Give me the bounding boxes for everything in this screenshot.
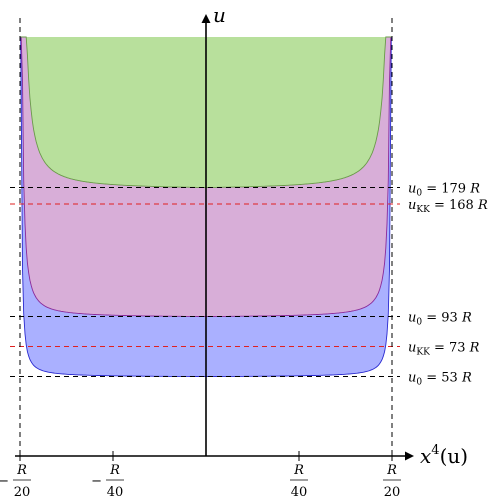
x-tick-neg-40-label: R 40− — [91, 463, 124, 500]
x-tick-40-label: R 40 — [290, 463, 308, 500]
x-tick-20-label: R 20 — [383, 463, 401, 500]
svg-text:R: R — [109, 463, 120, 478]
svg-text:−: − — [91, 474, 102, 489]
reference-label-u0-93: u0 = 93 R — [408, 311, 472, 328]
y-axis-label: u — [213, 3, 226, 27]
x-tick-neg-20-label: R 20− — [0, 463, 31, 500]
svg-text:40: 40 — [107, 485, 124, 500]
y-axis-arrowhead — [201, 14, 211, 23]
reference-label-ukk-73: uKK = 73 R — [408, 341, 480, 358]
x-axis-arrowhead — [405, 451, 414, 461]
reference-label-u0-179: u0 = 179 R — [408, 182, 480, 199]
svg-text:40: 40 — [291, 485, 308, 500]
reference-label-u0-53: u0 = 53 R — [408, 371, 472, 388]
svg-text:20: 20 — [384, 485, 401, 500]
svg-text:20: 20 — [14, 485, 31, 500]
svg-text:R: R — [293, 463, 304, 478]
svg-text:R: R — [16, 463, 27, 478]
x-axis-label: x4(u) — [420, 443, 468, 468]
svg-text:−: − — [0, 474, 9, 489]
reference-label-ukk-168: uKK = 168 R — [408, 198, 488, 215]
svg-text:R: R — [386, 463, 397, 478]
